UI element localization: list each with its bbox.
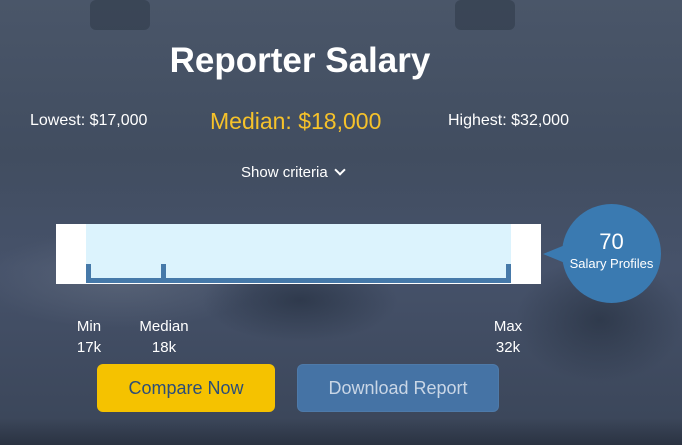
salary-distribution-chart [56, 224, 541, 284]
salary-range-fill [86, 224, 511, 278]
compare-now-button[interactable]: Compare Now [97, 364, 275, 412]
chevron-down-icon [334, 164, 346, 176]
min-marker-label: Min 17k [66, 316, 112, 358]
salary-profiles-label: Salary Profiles [569, 256, 654, 271]
salary-profiles-badge: 70 Salary Profiles [543, 204, 661, 303]
show-criteria-toggle[interactable]: Show criteria [241, 162, 346, 184]
median-tick [161, 264, 166, 278]
max-marker-value: 32k [495, 339, 521, 356]
salary-range-baseline [86, 278, 511, 283]
max-marker-title: Max [493, 318, 523, 335]
min-marker-value: 17k [76, 339, 102, 356]
median-salary: Median: $18,000 [210, 108, 382, 134]
min-tick [86, 264, 91, 278]
show-criteria-label: Show criteria [241, 164, 328, 181]
salary-profiles-count: 70 [599, 229, 624, 254]
median-marker-label: Median 18k [134, 316, 194, 358]
download-report-button[interactable]: Download Report [297, 364, 499, 412]
max-tick [506, 264, 511, 278]
background-shape [90, 0, 150, 30]
median-marker-title: Median [139, 318, 189, 335]
highest-salary: Highest: $32,000 [448, 112, 569, 129]
background-shade [0, 418, 682, 445]
max-marker-label: Max 32k [486, 316, 530, 358]
page-title: Reporter Salary [169, 41, 431, 80]
lowest-salary: Lowest: $17,000 [30, 112, 148, 129]
median-marker-value: 18k [151, 339, 177, 356]
background-shape [455, 0, 515, 30]
min-marker-title: Min [76, 318, 102, 335]
